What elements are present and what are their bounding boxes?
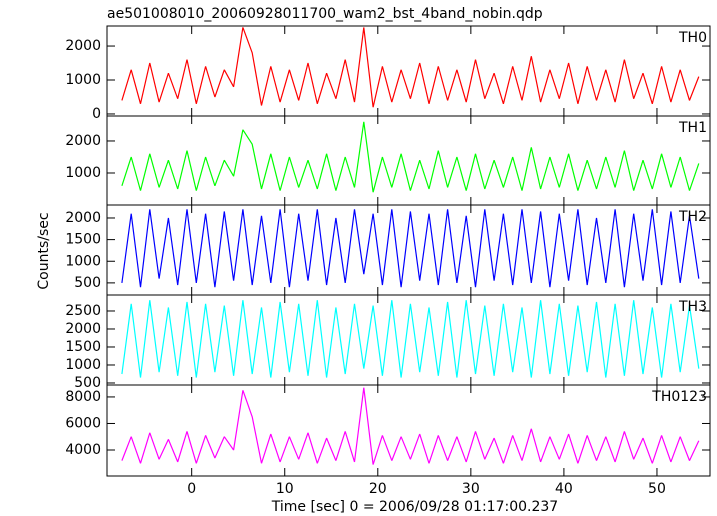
y-tick-label: 6000 (65, 415, 101, 431)
y-tick-label: 1000 (65, 253, 101, 269)
y-tick-label: 500 (74, 375, 101, 391)
x-tick-label: 10 (276, 481, 294, 497)
y-tick-label: 1000 (65, 165, 101, 181)
y-tick-label: 1500 (65, 339, 101, 355)
x-tick-label: 40 (555, 481, 573, 497)
y-tick-label: 2500 (65, 303, 101, 319)
y-tick-label: 2000 (65, 321, 101, 337)
panel-label: TH0123 (651, 389, 707, 405)
y-tick-label: 1000 (65, 357, 101, 373)
x-tick-label: 30 (462, 481, 480, 497)
panel-label: TH2 (678, 209, 707, 225)
light-curve (121, 300, 700, 378)
y-tick-label: 1500 (65, 232, 101, 248)
x-tick-label: 20 (369, 481, 387, 497)
x-tick-label: 0 (187, 481, 196, 497)
light-curve (121, 121, 700, 193)
panel-label: TH3 (678, 299, 707, 315)
panel-frame (106, 384, 711, 477)
y-tick-label: 4000 (65, 442, 101, 458)
y-tick-label: 0 (92, 106, 101, 122)
panel-label: TH1 (678, 120, 707, 136)
x-tick-label: 50 (648, 481, 666, 497)
y-tick-label: 8000 (65, 389, 101, 405)
light-curve (121, 387, 700, 465)
panel-label: TH0 (678, 30, 707, 46)
panel-frame (106, 25, 711, 117)
y-tick-label: 2000 (65, 210, 101, 226)
y-tick-label: 2000 (65, 133, 101, 149)
y-tick-label: 1000 (65, 72, 101, 88)
y-tick-label: 2000 (65, 38, 101, 54)
light-curve (121, 27, 700, 108)
panel-frame (106, 115, 711, 206)
x-axis-label: Time [sec] 0 = 2006/09/28 01:17:00.237 (271, 499, 558, 515)
y-axis-label: Counts/sec (36, 212, 52, 289)
chart-title: ae501008010_20060928011700_wam2_bst_4ban… (107, 6, 543, 22)
light-curve (121, 209, 700, 288)
y-tick-label: 500 (74, 275, 101, 291)
